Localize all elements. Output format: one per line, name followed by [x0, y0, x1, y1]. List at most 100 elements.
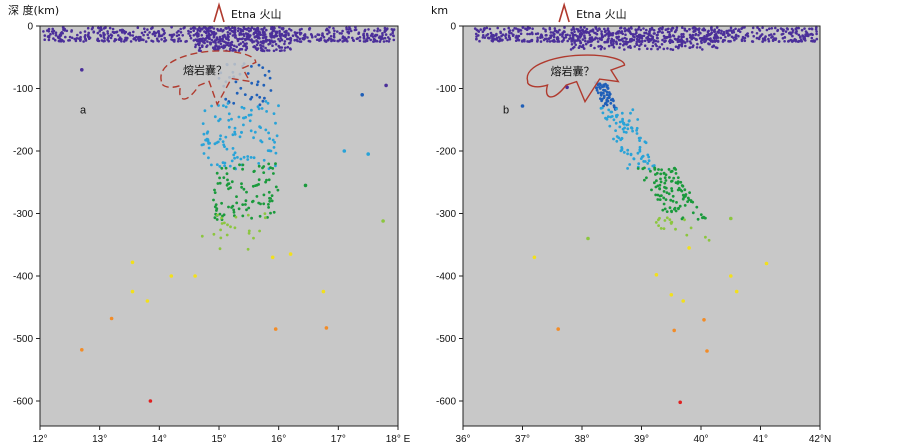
point	[234, 34, 237, 37]
point	[627, 119, 631, 123]
point	[622, 40, 625, 43]
point	[606, 38, 609, 42]
point	[230, 117, 233, 121]
point	[329, 35, 333, 38]
panel-label-a: a	[80, 105, 87, 117]
point	[227, 44, 231, 47]
point	[757, 27, 761, 31]
point	[572, 27, 576, 31]
point	[639, 42, 643, 46]
point	[270, 255, 275, 260]
point	[160, 34, 164, 37]
point	[373, 29, 376, 32]
point	[269, 166, 272, 170]
point	[689, 42, 693, 45]
point	[536, 36, 539, 40]
point	[288, 42, 291, 45]
point	[261, 66, 265, 69]
point	[343, 38, 346, 42]
point	[715, 26, 719, 29]
point	[630, 37, 633, 41]
point	[266, 49, 269, 52]
point	[693, 29, 697, 33]
point	[688, 33, 692, 37]
point	[590, 37, 594, 40]
point	[548, 27, 552, 31]
point	[203, 109, 207, 113]
point	[278, 33, 282, 37]
point	[283, 30, 286, 34]
point	[213, 115, 217, 119]
point	[263, 31, 266, 34]
point	[773, 32, 776, 36]
point	[246, 213, 250, 217]
point	[764, 261, 769, 266]
point	[298, 31, 302, 34]
point	[160, 38, 163, 41]
point	[779, 27, 783, 30]
point	[695, 205, 699, 209]
point	[52, 37, 55, 40]
point	[662, 227, 666, 231]
point	[68, 39, 71, 42]
point	[256, 105, 260, 109]
point	[311, 35, 314, 39]
point	[685, 233, 689, 237]
point	[661, 208, 665, 212]
point	[528, 26, 532, 30]
point	[684, 44, 687, 48]
point	[703, 216, 706, 220]
point	[612, 41, 615, 45]
point	[252, 136, 256, 140]
point	[202, 40, 205, 44]
point	[784, 30, 788, 33]
point	[654, 273, 659, 277]
point	[479, 28, 483, 31]
point	[794, 27, 798, 31]
point	[256, 47, 259, 51]
point	[675, 201, 678, 204]
point	[628, 163, 632, 166]
point	[579, 26, 583, 29]
point	[237, 27, 240, 30]
point	[701, 216, 704, 220]
point	[54, 34, 58, 37]
point	[635, 40, 639, 43]
point	[621, 32, 624, 36]
point	[75, 37, 79, 40]
point	[536, 40, 539, 43]
point	[360, 93, 365, 97]
point	[220, 216, 224, 220]
point	[569, 48, 573, 51]
point	[257, 35, 260, 39]
point	[605, 93, 609, 97]
point	[237, 207, 241, 211]
point	[625, 28, 629, 32]
point	[791, 29, 795, 32]
point	[214, 39, 218, 42]
point	[612, 45, 616, 49]
point	[250, 65, 253, 68]
volcano-icon	[558, 2, 570, 23]
point	[568, 37, 571, 41]
point	[258, 214, 262, 218]
point	[508, 36, 512, 40]
point	[256, 33, 259, 37]
point	[530, 31, 534, 34]
point	[582, 31, 586, 34]
point	[266, 101, 270, 105]
point	[595, 88, 599, 92]
point	[626, 152, 629, 156]
point	[347, 35, 350, 39]
point	[274, 162, 277, 166]
point	[103, 33, 106, 36]
point	[225, 233, 229, 237]
point	[221, 34, 225, 38]
point	[194, 43, 198, 47]
point	[230, 43, 234, 47]
point	[681, 26, 684, 30]
point	[298, 37, 302, 41]
point	[212, 40, 215, 44]
point	[242, 34, 246, 38]
point	[200, 234, 204, 238]
